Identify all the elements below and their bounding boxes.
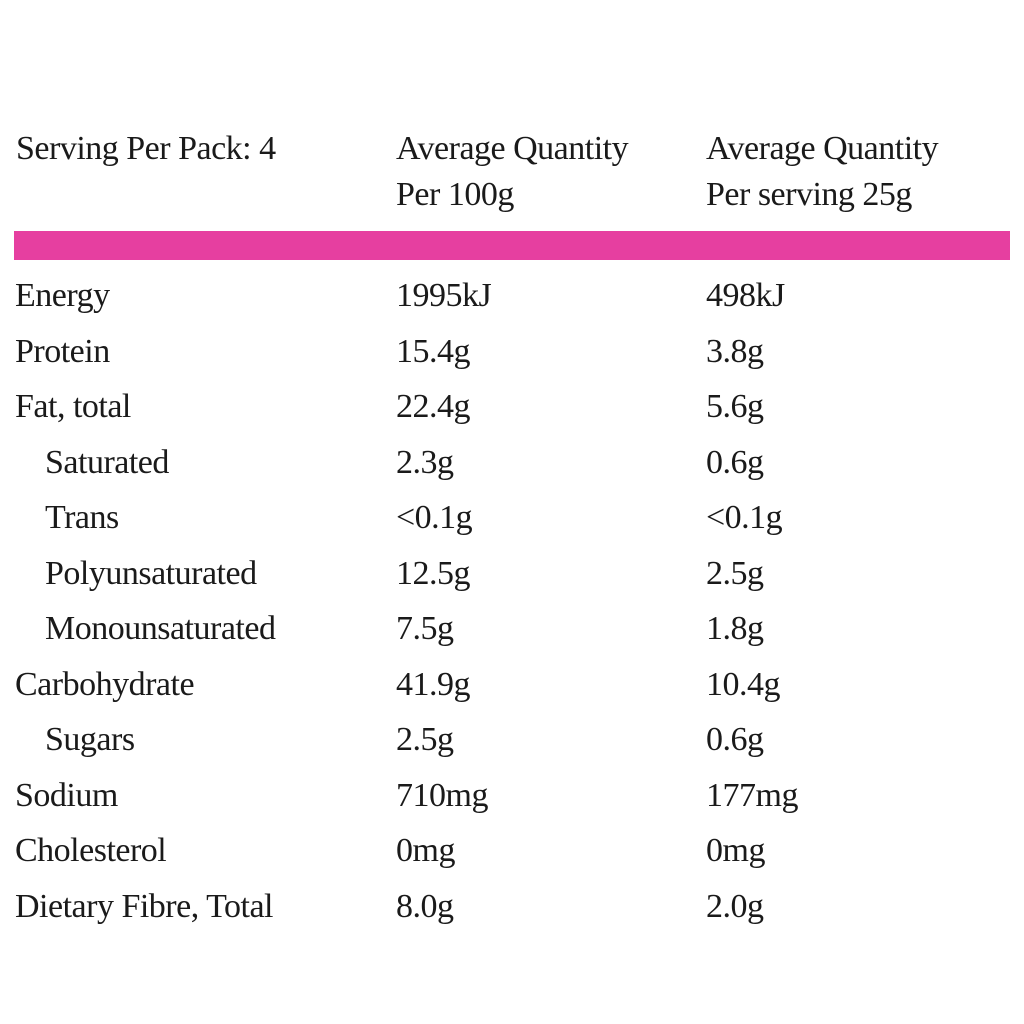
- nutrient-name: Fat, total: [15, 388, 131, 425]
- table-row: Trans <0.1g <0.1g: [0, 490, 1024, 546]
- per-100g-value: 2.5g: [396, 721, 454, 758]
- table-row: Sodium 710mg 177mg: [0, 768, 1024, 824]
- nutrient-name: Energy: [15, 277, 110, 314]
- per-serving-value: 0.6g: [706, 721, 764, 758]
- per-100g-value: 22.4g: [396, 388, 471, 425]
- per-100g-value: 1995kJ: [396, 277, 492, 314]
- per-serving-value: 3.8g: [706, 332, 764, 370]
- table-row: Fat, total 22.4g 5.6g: [0, 379, 1024, 435]
- per-100g-header-line2: Per 100g: [396, 176, 514, 213]
- per-100g-value: 41.9g: [396, 665, 471, 703]
- nutrient-name: Carbohydrate: [15, 665, 195, 703]
- table-row: Cholesterol 0mg 0mg: [0, 823, 1024, 879]
- table-row: Carbohydrate 41.9g 10.4g: [0, 657, 1024, 713]
- servings-per-pack-header: Serving Per Pack: 4: [16, 126, 276, 172]
- per-100g-value: 2.3g: [396, 443, 454, 481]
- per-100g-column-header: Average Quantity Per 100g: [396, 126, 629, 218]
- per-100g-value: 8.0g: [396, 887, 454, 925]
- table-row: Dietary Fibre, Total 8.0g 2.0g: [0, 879, 1024, 935]
- nutrient-name: Saturated: [45, 443, 169, 481]
- per-serving-header-line1: Average Quantity: [706, 130, 939, 167]
- nutrient-name: Cholesterol: [15, 832, 167, 869]
- per-100g-value: 7.5g: [396, 610, 454, 647]
- table-row: Sugars 2.5g 0.6g: [0, 712, 1024, 768]
- per-serving-value: 498kJ: [706, 277, 785, 314]
- nutrient-name: Sodium: [15, 776, 118, 814]
- per-serving-value: 0mg: [706, 832, 765, 869]
- per-serving-value: 177mg: [706, 776, 798, 814]
- per-serving-value: 5.6g: [706, 388, 764, 425]
- nutrient-table-body: Energy 1995kJ 498kJ Protein 15.4g 3.8g Fat, to…: [0, 268, 1024, 934]
- servings-per-pack-label: Serving Per Pack: 4: [16, 130, 276, 167]
- per-serving-value: <0.1g: [706, 499, 783, 536]
- table-row: Monounsaturated 7.5g 1.8g: [0, 601, 1024, 657]
- nutrient-name: Polyunsaturated: [45, 554, 257, 592]
- nutrient-name: Dietary Fibre, Total: [15, 887, 273, 925]
- per-100g-value: 0mg: [396, 832, 455, 869]
- per-100g-header-line1: Average Quantity: [396, 130, 629, 167]
- nutrient-name: Trans: [45, 499, 119, 536]
- per-serving-value: 1.8g: [706, 610, 764, 647]
- per-serving-column-header: Average Quantity Per serving 25g: [706, 126, 939, 218]
- table-row: Saturated 2.3g 0.6g: [0, 435, 1024, 491]
- table-row: Polyunsaturated 12.5g 2.5g: [0, 546, 1024, 602]
- table-row: Protein 15.4g 3.8g: [0, 324, 1024, 380]
- per-serving-value: 10.4g: [706, 665, 781, 703]
- per-100g-value: 12.5g: [396, 554, 471, 592]
- per-serving-value: 2.5g: [706, 554, 764, 592]
- per-100g-value: 15.4g: [396, 332, 471, 370]
- nutrient-name: Monounsaturated: [45, 610, 276, 647]
- table-row: Energy 1995kJ 498kJ: [0, 268, 1024, 324]
- per-serving-header-line2: Per serving 25g: [706, 176, 912, 213]
- nutrient-name: Sugars: [45, 721, 135, 758]
- header-divider-bar: [14, 231, 1010, 260]
- per-serving-value: 0.6g: [706, 443, 764, 481]
- per-serving-value: 2.0g: [706, 887, 764, 925]
- nutrient-name: Protein: [15, 332, 110, 370]
- per-100g-value: <0.1g: [396, 499, 473, 536]
- per-100g-value: 710mg: [396, 776, 488, 814]
